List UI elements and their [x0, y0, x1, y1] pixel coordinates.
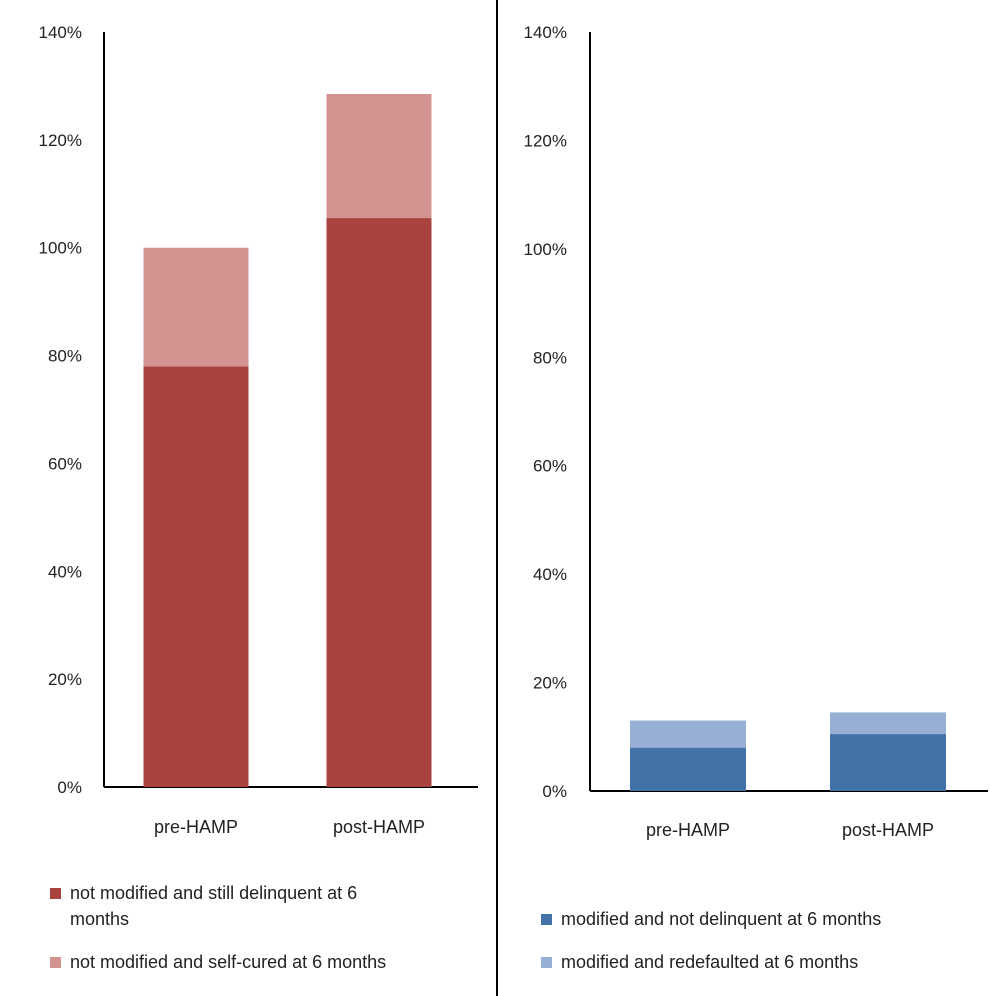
x-category-label: pre-HAMP [154, 817, 238, 837]
bar-post-hamp-series-2 [326, 94, 432, 219]
x-category-label: post-HAMP [333, 817, 425, 837]
y-tick-label: 40% [48, 562, 82, 581]
y-tick-label: 80% [48, 347, 82, 366]
legend-swatch-not-delinquent [541, 914, 552, 925]
bar-post-hamp-series-2 [830, 712, 946, 735]
legend-swatch-self-cured [50, 957, 61, 968]
legend-item-not-delinquent: modified and not delinquent at 6 months [541, 906, 981, 932]
x-category-label: pre-HAMP [646, 820, 730, 840]
panel-divider [496, 0, 498, 996]
legend-item-still-delinquent: not modified and still delinquent at 6 m… [50, 880, 470, 932]
y-tick-label: 40% [533, 565, 567, 584]
legend-item-self-cured: not modified and self-cured at 6 months [50, 949, 490, 975]
bar-pre-hamp-series-2 [143, 247, 249, 367]
bar-post-hamp-series-1 [326, 218, 432, 787]
y-tick-label: 140% [524, 23, 567, 42]
y-tick-label: 100% [39, 239, 82, 258]
y-tick-label: 100% [524, 240, 567, 259]
legend-label-not-delinquent: modified and not delinquent at 6 months [561, 909, 882, 929]
legend-swatch-redefaulted [541, 957, 552, 968]
y-tick-label: 0% [542, 782, 567, 801]
bar-post-hamp-series-1 [830, 734, 946, 791]
legend-item-redefaulted: modified and redefaulted at 6 months [541, 949, 981, 975]
y-tick-label: 20% [48, 670, 82, 689]
y-tick-label: 120% [524, 131, 567, 150]
y-tick-label: 0% [57, 778, 82, 797]
y-tick-label: 60% [533, 457, 567, 476]
y-tick-label: 60% [48, 454, 82, 473]
y-tick-label: 140% [39, 23, 82, 42]
y-tick-label: 20% [533, 674, 567, 693]
y-tick-label: 120% [39, 131, 82, 150]
legend-label-still-delinquent: not modified and still delinquent at 6 m… [70, 880, 357, 932]
bar-pre-hamp-series-2 [630, 720, 746, 748]
legend-swatch-still-delinquent [50, 888, 61, 899]
legend-label-self-cured: not modified and self-cured at 6 months [70, 952, 387, 972]
x-category-label: post-HAMP [842, 820, 934, 840]
bar-pre-hamp-series-1 [143, 366, 249, 787]
y-tick-label: 80% [533, 348, 567, 367]
legend-label-redefaulted: modified and redefaulted at 6 months [561, 952, 859, 972]
legend-label-line2: months [70, 909, 130, 929]
legend-label-line1: not modified and still delinquent at 6 [70, 883, 358, 903]
bar-pre-hamp-series-1 [630, 747, 746, 791]
